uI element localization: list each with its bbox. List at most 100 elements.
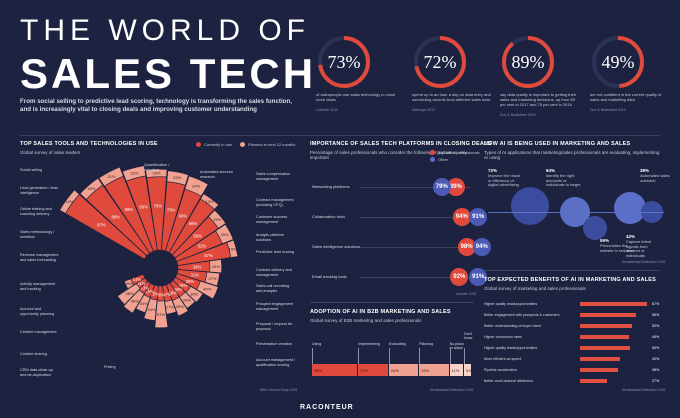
adoption-tick	[312, 348, 313, 364]
tool-label: Content management	[20, 330, 57, 334]
tool-current-label: 19%	[179, 283, 188, 288]
tool-planned-label: 15%	[229, 247, 237, 252]
ai-use-pct: 42%	[626, 234, 636, 239]
stat-ring	[592, 36, 644, 88]
benefit-label: Better understanding of buyer intent	[484, 324, 542, 328]
tool-planned-wedge	[196, 280, 219, 300]
tool-planned-label: 40%	[203, 287, 211, 292]
platforms-legend-top: Top sales professionals	[430, 150, 480, 155]
adoption-segment: 24%	[419, 364, 449, 376]
tool-label: Online training and coaching delivery	[20, 207, 52, 216]
tool-label: Proposal / request for proposal	[256, 322, 293, 331]
tool-planned-wedge	[79, 177, 104, 200]
tool-planned-label: 48%	[125, 291, 133, 296]
tool-current-label: 11%	[137, 281, 145, 286]
adoption-stage-label: Evaluating	[388, 342, 406, 346]
ai-use-sub: Types of AI applications that marketing/…	[484, 150, 660, 160]
stat-source: Dun & Bradstreet 2019	[500, 113, 536, 117]
tool-planned-wedge	[179, 291, 196, 309]
benefit-value: 52%	[652, 324, 660, 328]
tool-label: Prospect engagement management	[256, 302, 294, 311]
adoption-tick	[449, 348, 451, 364]
benefit-label: Better engagement with prospects & custo…	[484, 313, 560, 317]
tools-source: Miller Heiman Group 2019	[260, 388, 298, 392]
tool-planned-label: 44%	[147, 307, 155, 312]
adoption-segment: 24%	[388, 364, 419, 376]
legend-current: Currently in use	[196, 142, 232, 147]
benefit-bar	[580, 357, 620, 361]
stat-ring	[318, 36, 370, 88]
tool-planned-wedge	[98, 166, 124, 187]
tool-current-label: 13%	[140, 286, 149, 291]
subtitle: From social selling to predictive lead s…	[20, 98, 292, 113]
tool-planned-label: 27%	[166, 305, 174, 310]
platform-line	[360, 277, 470, 278]
benefit-value: 67%	[652, 302, 660, 306]
stat-value: 49%	[601, 52, 635, 72]
tool-label: Analytic platform solutions	[256, 233, 285, 242]
adoption-segment: 5%	[464, 364, 472, 376]
benefit-label: More efficient ad spend	[484, 357, 522, 361]
tool-planned-wedge	[204, 271, 220, 287]
tool-planned-label: 29%	[183, 297, 191, 302]
tool-label: Automated account research	[200, 170, 233, 179]
stat-value: 72%	[423, 52, 457, 72]
tool-current-label: 80%	[139, 205, 148, 210]
tool-label: Revenue management and sales forecasting	[20, 253, 59, 262]
stat-text: are not confident in the current quality…	[590, 92, 662, 102]
tool-label: Social selling	[20, 168, 43, 172]
tool-current-label: 14%	[145, 289, 154, 294]
platform-label: Email tracking tools	[312, 274, 347, 279]
ai-use-heading: HOW AI IS BEING USED IN MARKETING AND SA…	[484, 141, 631, 147]
stat-3: 49% are not confident in the current qual…	[590, 34, 670, 112]
benefits-source: Demandbase/Salesforce 2018	[622, 388, 665, 392]
tool-planned-wedge	[208, 209, 227, 229]
platform-line	[360, 247, 470, 248]
tool-planned-wedge	[123, 289, 145, 314]
tool-label: Activity management and tracking	[20, 282, 56, 291]
stat-value: 73%	[327, 52, 361, 72]
tool-current-label: 18%	[169, 291, 178, 296]
tool-label: Account and opportunity planning	[20, 307, 55, 316]
tool-label: Contract delivery and management	[256, 268, 292, 277]
tool-planned-label: 18%	[87, 186, 95, 191]
tool-planned-label: 14%	[65, 199, 73, 204]
benefit-value: 56%	[652, 313, 660, 317]
ai-use-label: Improve the reach or efficiency of digit…	[488, 173, 521, 188]
ai-use-bubble	[614, 192, 646, 224]
stat-source: Salesops 2017	[412, 108, 436, 112]
benefit-bar	[580, 302, 647, 306]
platform-label: Networking platforms	[312, 184, 350, 189]
title-line2: SALES TECH	[20, 50, 317, 97]
stat-text: spend up to an hour a day on data entry …	[412, 92, 491, 102]
adoption-stage-label: Implementing	[358, 342, 380, 346]
tool-current-label: 88%	[112, 214, 121, 219]
tool-current-label: 34%	[193, 264, 202, 269]
tool-planned-label: 48%	[131, 298, 139, 303]
benefit-value: 38%	[652, 368, 660, 372]
ai-use-pct: 38%	[640, 168, 650, 173]
tool-label: Pricing	[104, 365, 116, 369]
tool-current-label: 31%	[191, 272, 200, 277]
tools-sub: Global survey of sales leaders	[20, 150, 81, 155]
tool-planned-label: 34%	[140, 301, 148, 306]
adoption-segment: 36%	[312, 364, 358, 376]
tool-planned-wedge	[154, 300, 169, 329]
tool-planned-label: 29%	[192, 183, 200, 188]
tool-current-label: 52%	[198, 244, 207, 249]
tool-label: CRM data clean-up and de-duplication	[20, 368, 53, 377]
stat-2: 89% say data quality is important to gett…	[500, 34, 580, 117]
tool-planned-wedge	[226, 239, 239, 258]
adoption-segment: 23%	[358, 364, 388, 376]
tool-planned-wedge	[215, 223, 234, 245]
tool-label: Sales methodology / workflow	[20, 230, 55, 239]
stat-ring-arc	[318, 36, 370, 88]
platform-other-bubble: 91%	[469, 268, 488, 286]
tool-label: Account management / qualification scori…	[256, 358, 296, 367]
stat-ring-wrap: 49%	[590, 34, 646, 90]
ai-use-pct: 59%	[600, 238, 610, 243]
stat-source: LinkedIn 2019	[316, 108, 338, 112]
title-line1: THE WORLD OF	[20, 14, 310, 47]
tool-planned-label: 19%	[213, 217, 221, 222]
